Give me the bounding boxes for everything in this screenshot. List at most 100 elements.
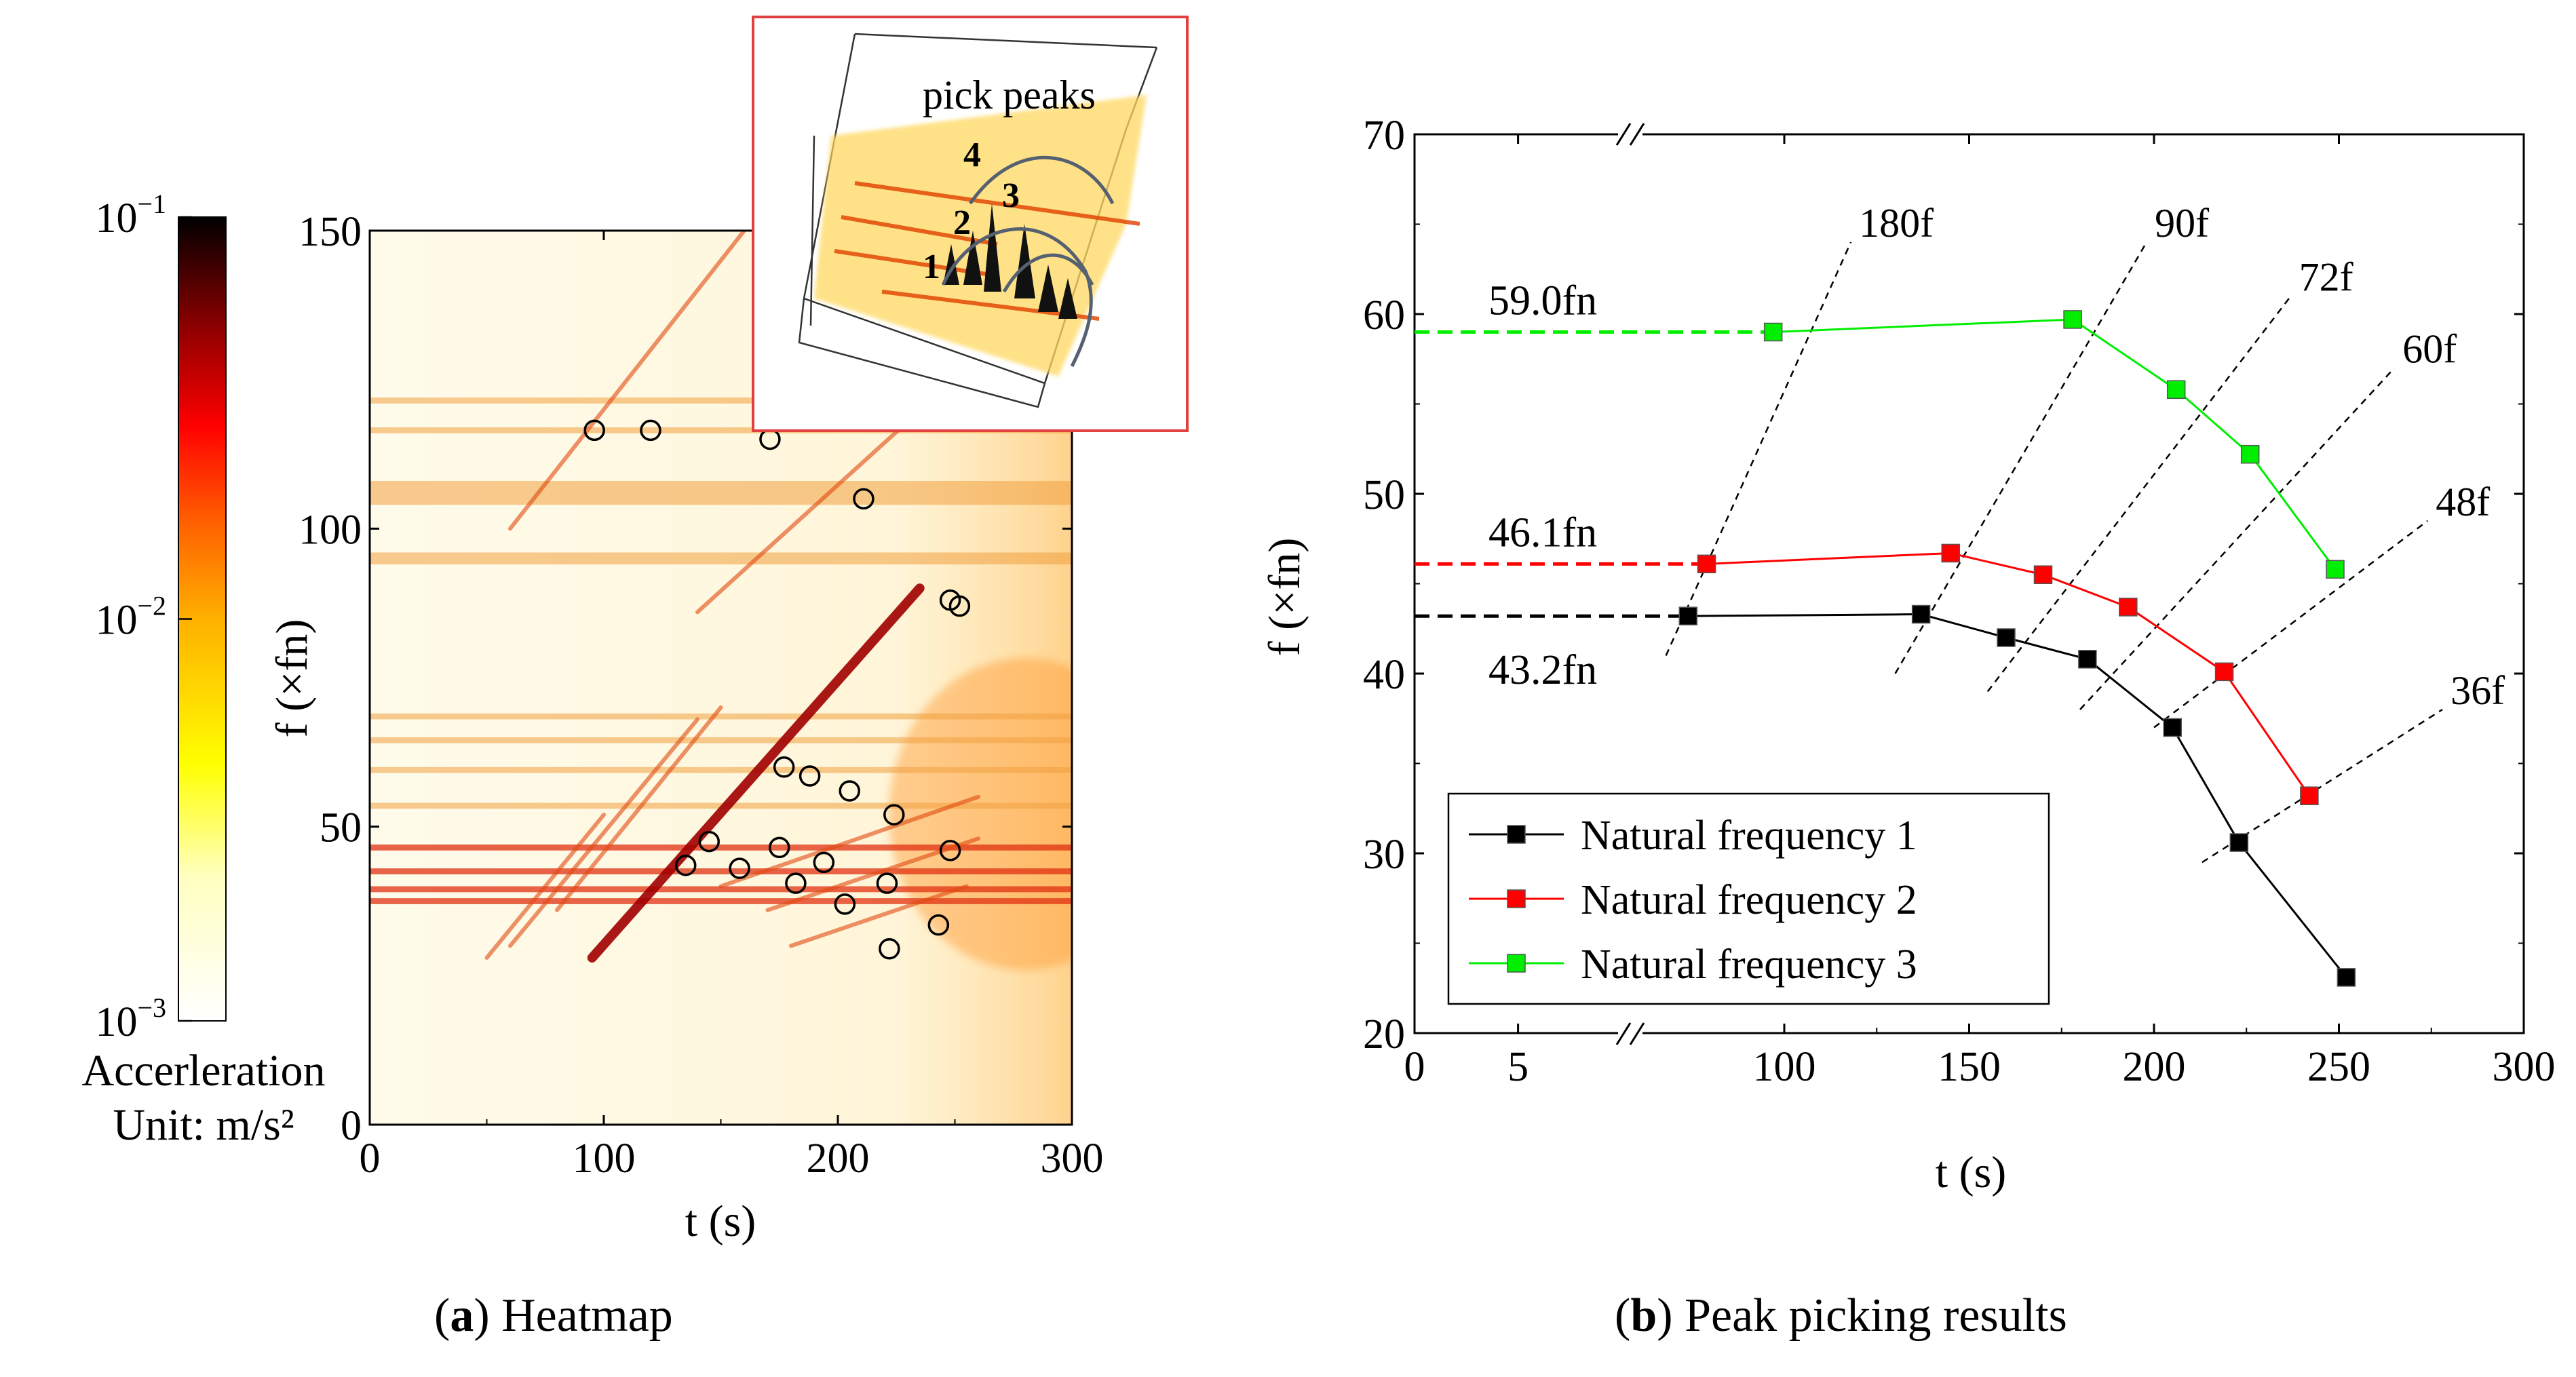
heatmap-band bbox=[370, 898, 1072, 904]
heatmap-ytick-label: 0 bbox=[341, 1103, 362, 1149]
series-marker bbox=[2119, 598, 2138, 617]
peak-circle bbox=[640, 419, 661, 442]
inset-label-2: 2 bbox=[953, 203, 971, 242]
order-line bbox=[2202, 708, 2443, 864]
lineplot-xtick-label: 300 bbox=[2493, 1044, 2556, 1090]
lineplot-ytick-label: 40 bbox=[1363, 652, 1405, 698]
heatmap-xtick-label: 200 bbox=[807, 1136, 870, 1182]
order-line-label: 36f bbox=[2450, 668, 2505, 713]
colorbar-tick-label: 10−2 bbox=[95, 591, 166, 644]
heatmap-ytick-label: 100 bbox=[299, 507, 362, 553]
order-line-label: 60f bbox=[2402, 327, 2457, 372]
order-line-label: 90f bbox=[2155, 201, 2209, 246]
inset-label-4: 4 bbox=[963, 136, 981, 174]
lineplot-xtick-label: 5 bbox=[1507, 1044, 1529, 1090]
peak-circle bbox=[799, 765, 821, 787]
heatmap-ridge bbox=[508, 717, 699, 948]
peak-circle bbox=[773, 756, 795, 778]
heatmap-band bbox=[370, 427, 1072, 433]
legend-marker bbox=[1507, 825, 1526, 844]
inset-label-1: 1 bbox=[923, 248, 940, 286]
lineplot-ytick-label: 70 bbox=[1363, 113, 1405, 159]
baseline-label: 46.1fn bbox=[1488, 509, 1597, 556]
lineplot-xtick-label: 150 bbox=[1938, 1044, 2001, 1090]
baseline-label: 59.0fn bbox=[1488, 278, 1597, 324]
peak-circle bbox=[834, 893, 856, 915]
series-marker bbox=[2229, 833, 2249, 852]
peak-circle bbox=[729, 857, 750, 879]
order-line bbox=[2153, 520, 2429, 729]
heatmap-xtick-label: 0 bbox=[360, 1136, 381, 1182]
heatmap-ridge bbox=[508, 231, 746, 531]
inset-box-top bbox=[854, 33, 1157, 49]
caption-b-text: Peak picking results bbox=[1685, 1289, 2067, 1342]
series-marker bbox=[2240, 444, 2260, 464]
heatmap-band bbox=[370, 737, 1072, 743]
series-marker bbox=[1997, 628, 2016, 647]
series-marker bbox=[2163, 718, 2182, 737]
caption-b-letter: b bbox=[1630, 1289, 1657, 1342]
colorbar-unit: Unit: m/s² bbox=[113, 1100, 294, 1150]
heatmap-ytick-label: 50 bbox=[320, 805, 362, 851]
lineplot-xtick-label: 200 bbox=[2123, 1044, 2186, 1090]
caption-a-text: Heatmap bbox=[501, 1289, 673, 1342]
heatmap-ridge bbox=[587, 583, 925, 963]
legend-marker bbox=[1507, 889, 1526, 908]
heatmap-ridge bbox=[555, 705, 723, 912]
peak-circle bbox=[853, 488, 874, 510]
series-marker bbox=[2300, 786, 2319, 805]
series-line bbox=[1706, 551, 2311, 797]
caption-a: (a) Heatmap bbox=[434, 1289, 673, 1342]
peak-circle bbox=[939, 840, 961, 861]
series-marker bbox=[2078, 650, 2097, 669]
lineplot-ytick-label: 60 bbox=[1363, 292, 1405, 338]
series-marker bbox=[2033, 565, 2053, 584]
peak-circle bbox=[927, 914, 950, 936]
series-marker bbox=[2063, 310, 2082, 329]
caption-b: (b) Peak picking results bbox=[1615, 1289, 2067, 1342]
heatmap-ridge bbox=[789, 884, 969, 948]
order-line bbox=[2079, 367, 2396, 710]
heatmap-band bbox=[370, 886, 1072, 893]
series-marker bbox=[2214, 662, 2234, 682]
lineplot-ytick-label: 20 bbox=[1363, 1011, 1405, 1058]
inset-peak-curve bbox=[941, 227, 1093, 368]
peak-circle bbox=[698, 830, 720, 853]
peak-circle bbox=[769, 836, 790, 859]
inset-title: pick peaks bbox=[923, 73, 1096, 117]
lineplot-ytick-label: 30 bbox=[1363, 832, 1405, 878]
inset-box-front bbox=[798, 298, 1046, 408]
legend-label: Natural frequency 3 bbox=[1581, 942, 1917, 988]
legend-label: Natural frequency 1 bbox=[1581, 813, 1917, 859]
caption-a-letter: a bbox=[450, 1289, 474, 1342]
peak-circle bbox=[876, 872, 898, 894]
baseline-label: 43.2fn bbox=[1488, 647, 1597, 693]
axis-break-marks bbox=[1615, 122, 1645, 1045]
order-line bbox=[1894, 241, 2148, 674]
heatmap-band bbox=[370, 868, 1072, 874]
heatmap-xlabel: t (s) bbox=[685, 1197, 756, 1246]
series-marker bbox=[1763, 322, 1783, 342]
peak-circle bbox=[839, 780, 860, 802]
heatmap-ridge bbox=[718, 794, 980, 889]
series-marker bbox=[1697, 554, 1716, 574]
colorbar-tick-label: 10−3 bbox=[95, 992, 166, 1045]
series-marker bbox=[2166, 380, 2186, 400]
peak-circle bbox=[883, 804, 905, 826]
peak-circle bbox=[675, 855, 697, 876]
heatmap-ylabel: f (×fn) bbox=[267, 619, 317, 738]
heatmap-ridge bbox=[695, 419, 910, 615]
heatmap-band bbox=[370, 481, 1072, 505]
lineplot-xtick-label: 0 bbox=[1404, 1044, 1425, 1090]
legend-marker bbox=[1507, 954, 1526, 973]
peak-circle bbox=[813, 851, 835, 874]
heatmap-ytick-label: 150 bbox=[299, 209, 362, 255]
lineplot-xtick-label: 250 bbox=[2307, 1044, 2370, 1090]
peak-circle bbox=[583, 419, 605, 442]
order-line bbox=[1986, 295, 2292, 693]
order-line bbox=[1665, 241, 1852, 657]
order-line-label: 48f bbox=[2436, 480, 2490, 524]
lineplot-xlabel: t (s) bbox=[1936, 1148, 2006, 1197]
lineplot-xtick-label: 100 bbox=[1753, 1044, 1816, 1090]
